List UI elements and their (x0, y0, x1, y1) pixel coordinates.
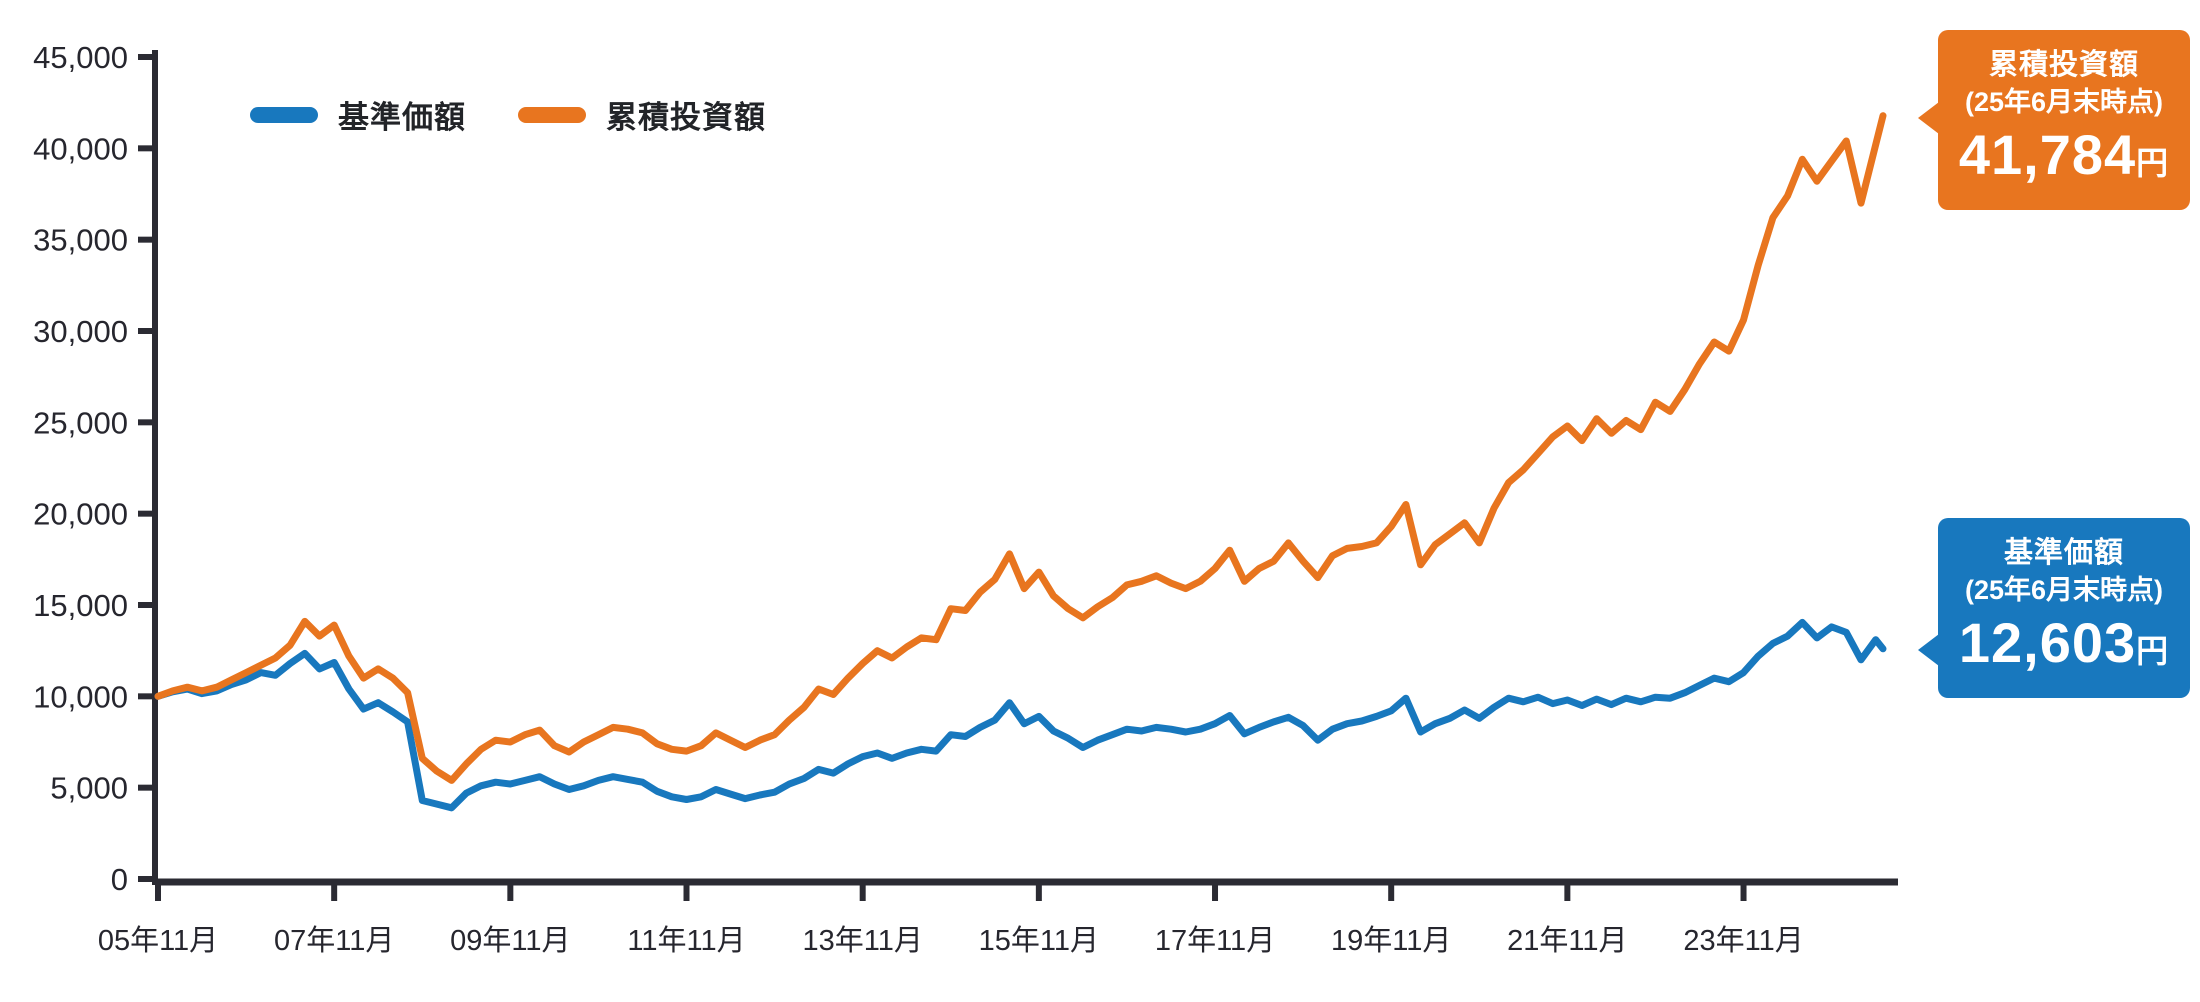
callout-title: 基準価額 (2003, 537, 2124, 569)
x-tick-label: 05年11月 (98, 924, 218, 957)
x-tick-label: 07年11月 (274, 924, 394, 957)
legend-item-cumulative: 累積投資額 (518, 92, 766, 137)
y-tick-label: 15,000 (33, 588, 128, 623)
legend-item-nav: 基準価額 (250, 92, 466, 137)
y-tick-label: 20,000 (33, 497, 128, 532)
callout-subtitle: (25年6月末時点) (1964, 87, 2164, 118)
callout-value: 12,603円 (1958, 611, 2170, 675)
y-tick-label: 25,000 (33, 405, 128, 440)
legend-label-nav: 基準価額 (338, 100, 466, 135)
callout-arrow-left-icon (1918, 102, 1939, 134)
x-tick-label: 23年11月 (1683, 924, 1803, 957)
x-tick-label: 19年11月 (1331, 924, 1451, 957)
callout-subtitle: (25年6月末時点) (1964, 575, 2164, 606)
x-tick-label: 09年11月 (450, 924, 570, 957)
callout-unit: 円 (2136, 145, 2170, 182)
y-tick-label: 0 (111, 862, 128, 897)
y-tick-label: 10,000 (33, 679, 128, 714)
callout-unit: 円 (2136, 633, 2170, 670)
nav-value-callout: 基準価額 (25年6月末時点) 12,603円 (1918, 518, 2190, 699)
cumulative-line-swatch-icon (518, 106, 586, 123)
y-tick-label: 35,000 (33, 223, 128, 258)
x-tick-label: 21年11月 (1507, 924, 1627, 957)
nav-line-swatch-icon (250, 106, 318, 123)
callout-arrow-left-icon (1918, 634, 1939, 666)
x-tick-label: 13年11月 (802, 924, 922, 957)
callout-value: 41,784円 (1958, 123, 2170, 187)
y-tick-label: 45,000 (33, 40, 128, 75)
series-line-1 (154, 112, 1887, 784)
callout-title: 累積投資額 (1988, 49, 2139, 81)
x-tick-label: 11年11月 (627, 924, 745, 957)
legend: 基準価額 累積投資額 (250, 92, 766, 137)
y-tick-label: 5,000 (50, 771, 128, 806)
x-tick-label: 17年11月 (1155, 924, 1275, 957)
cumulative-value-callout: 累積投資額 (25年6月末時点) 41,784円 (1918, 30, 2190, 211)
legend-label-cumulative: 累積投資額 (606, 100, 766, 135)
y-tick-label: 40,000 (33, 131, 128, 166)
y-tick-label: 30,000 (33, 314, 128, 349)
series-line-0 (154, 618, 1887, 812)
x-tick-label: 15年11月 (979, 924, 1099, 957)
